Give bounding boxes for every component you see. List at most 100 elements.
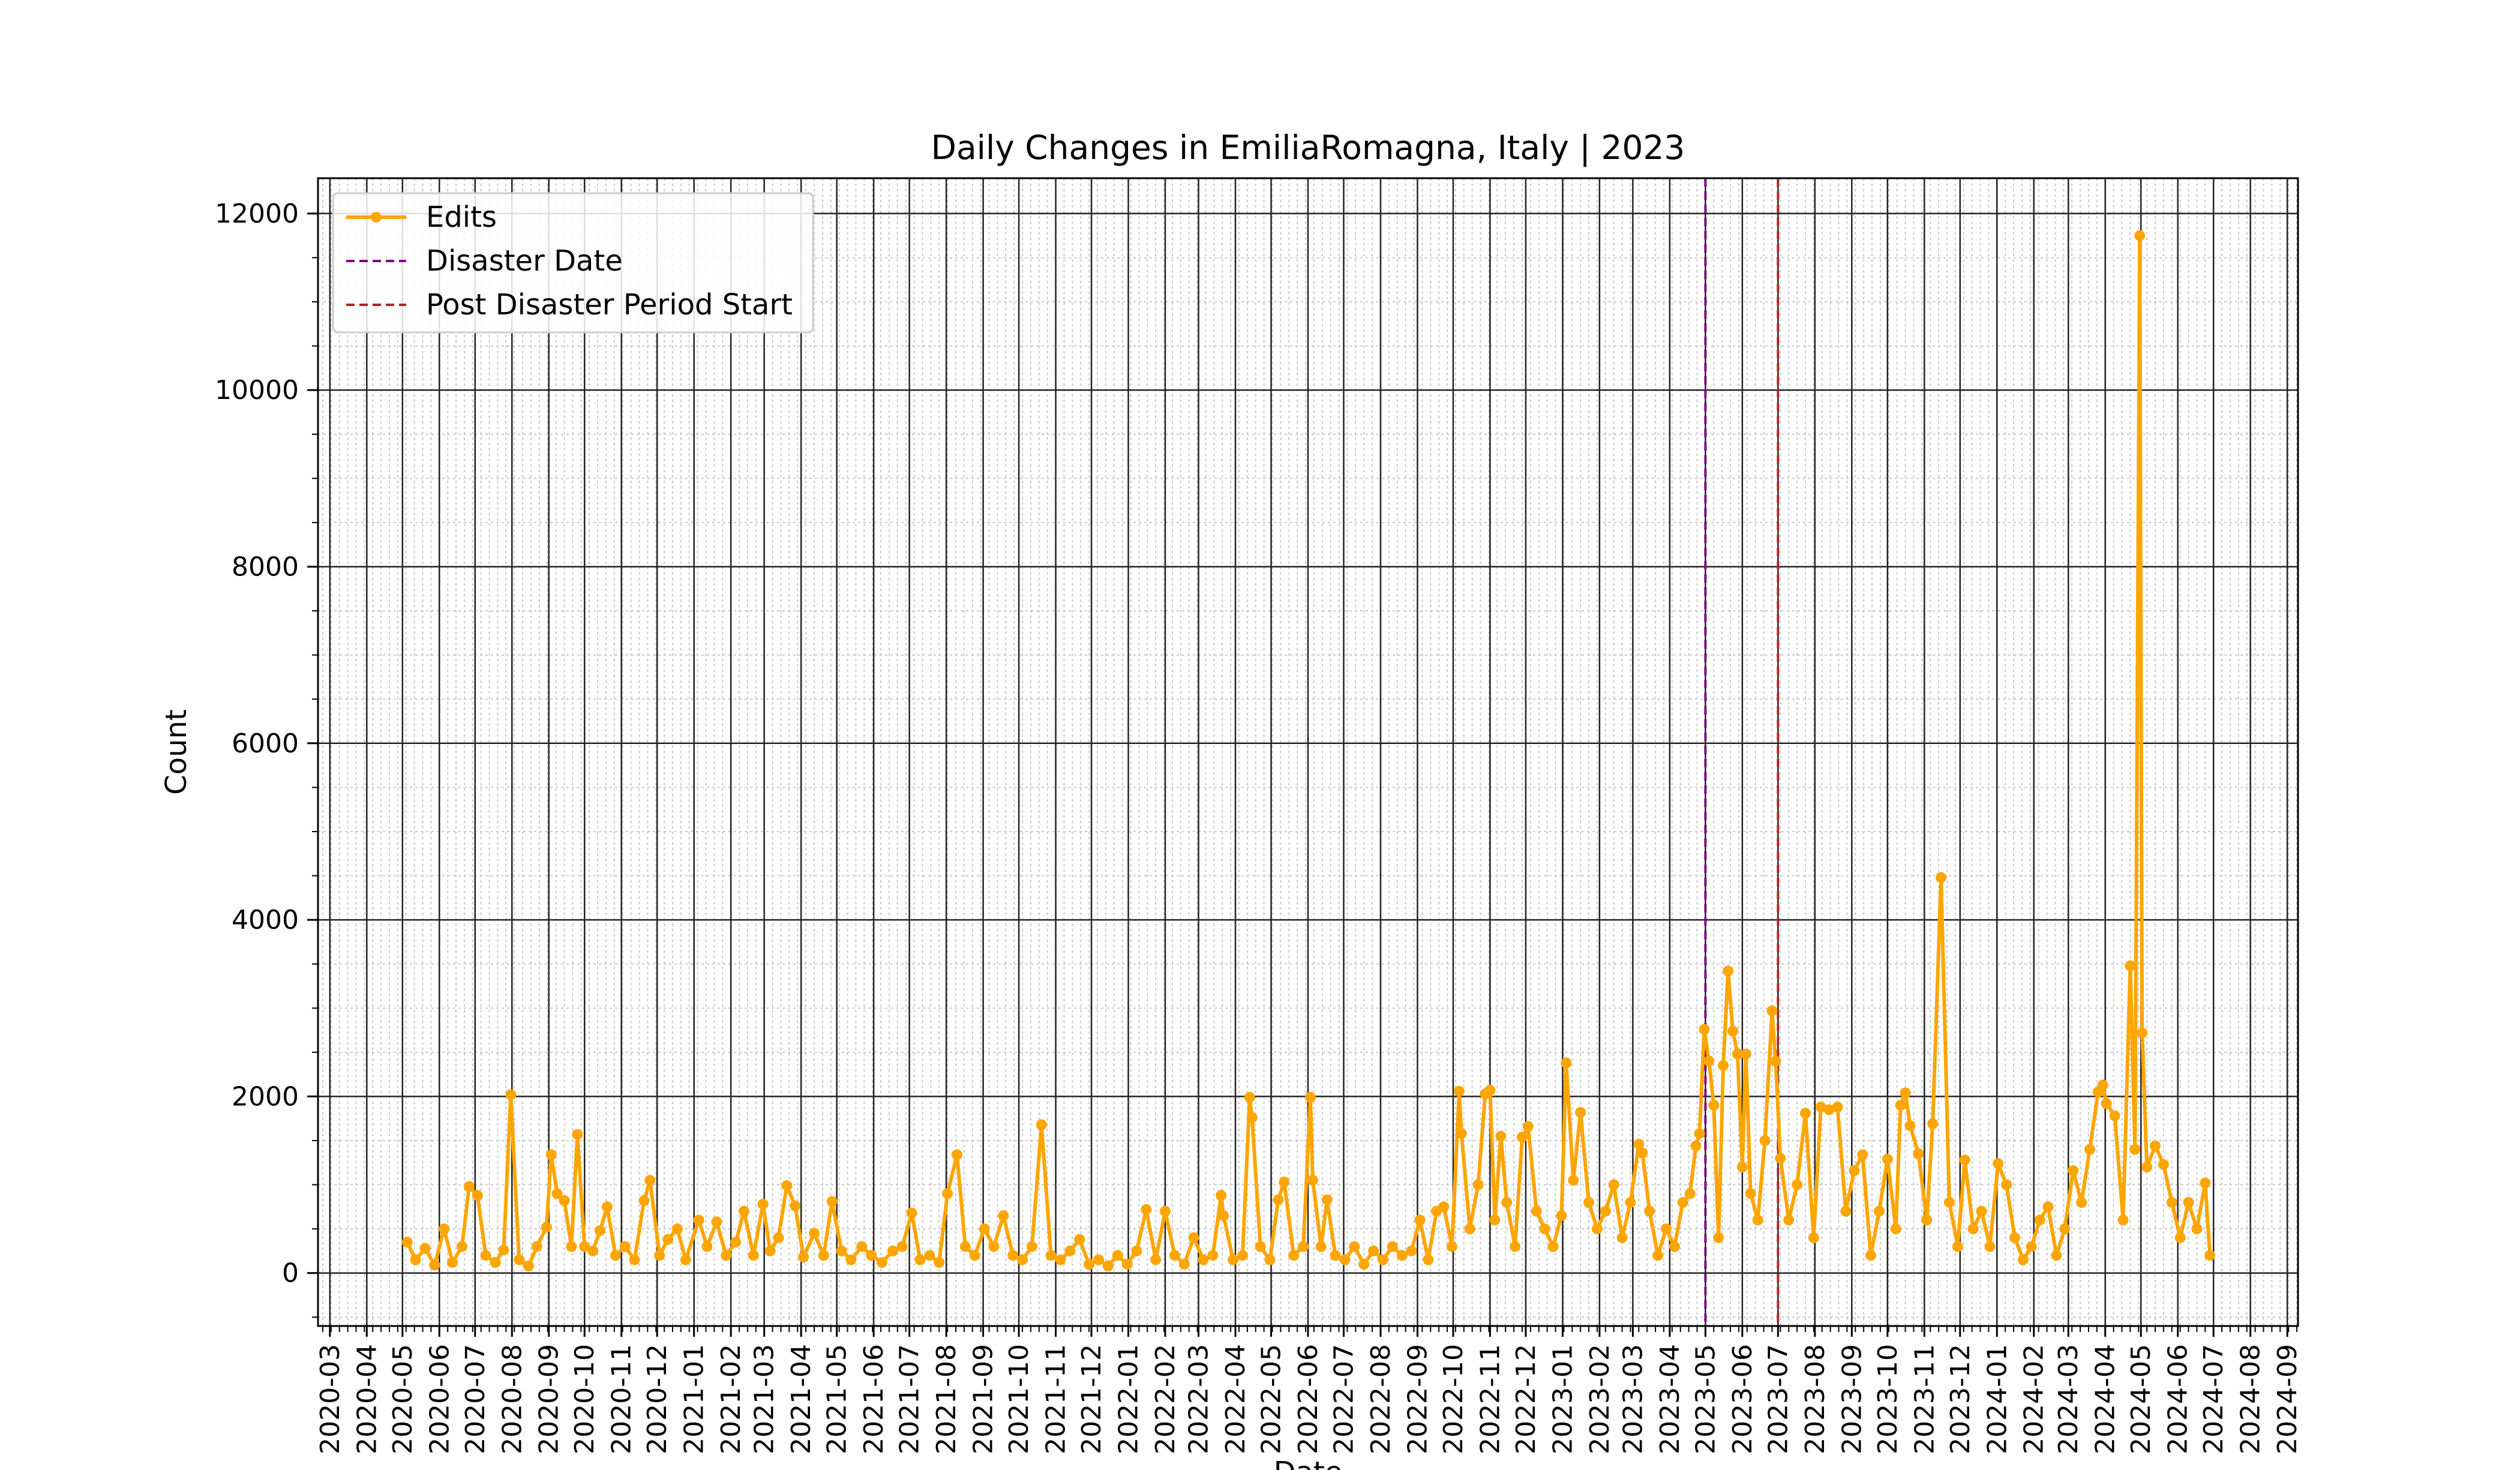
edits-point xyxy=(1660,1223,1672,1235)
y-axis: 0 2000 4000 6000 8000 10000 12000 xyxy=(215,199,318,1318)
edits-point xyxy=(1489,1214,1501,1226)
x-tick-label: 2024-05 xyxy=(2126,1344,2156,1454)
edits-point xyxy=(429,1259,440,1271)
edits-point xyxy=(1927,1118,1939,1129)
edits-point xyxy=(1464,1223,1475,1235)
edits-point xyxy=(2134,230,2146,241)
edits-point xyxy=(531,1241,542,1252)
x-tick-label: 2023-02 xyxy=(1585,1344,1615,1454)
x-tick-label: 2024-01 xyxy=(1982,1344,2012,1454)
edits-point xyxy=(914,1254,926,1265)
edits-point xyxy=(1713,1232,1724,1243)
x-tick-label: 2023-12 xyxy=(1945,1344,1976,1454)
edits-point xyxy=(1237,1250,1248,1261)
edits-point xyxy=(1677,1197,1688,1208)
edits-point xyxy=(1045,1250,1057,1261)
edits-point xyxy=(877,1257,887,1268)
edits-point xyxy=(1207,1250,1219,1261)
edits-point xyxy=(1264,1254,1276,1265)
edits-point xyxy=(1832,1102,1843,1113)
x-tick-label: 2021-09 xyxy=(968,1344,999,1454)
edits-point xyxy=(2125,960,2136,971)
edits-point xyxy=(601,1201,613,1213)
edits-point xyxy=(1921,1214,1933,1226)
edits-point xyxy=(572,1129,583,1140)
x-tick-label: 2024-07 xyxy=(2198,1344,2229,1454)
edits-point xyxy=(1198,1254,1209,1265)
edits-point xyxy=(1736,1162,1748,1173)
edits-point xyxy=(514,1254,525,1265)
edits-point xyxy=(1307,1175,1318,1186)
x-tick-label: 2023-01 xyxy=(1547,1344,1578,1454)
edits-point xyxy=(610,1250,621,1261)
edits-point xyxy=(1723,965,1734,977)
x-tick-label: 2023-03 xyxy=(1618,1344,1648,1454)
edits-point xyxy=(2084,1144,2095,1155)
edits-point xyxy=(1150,1254,1162,1265)
edits-point xyxy=(1600,1205,1611,1217)
edits-point xyxy=(1255,1241,1266,1252)
y-tick-label: 0 xyxy=(282,1258,299,1289)
edits-point xyxy=(401,1237,413,1248)
edits-point xyxy=(457,1241,467,1252)
edits-point xyxy=(1752,1214,1763,1226)
edits-point xyxy=(818,1250,829,1261)
edits-point xyxy=(559,1195,570,1206)
edits-point xyxy=(1188,1232,1199,1243)
x-tick-label: 2024-04 xyxy=(2090,1344,2121,1454)
legend-label: Edits xyxy=(426,200,497,234)
edits-point xyxy=(1882,1153,1893,1165)
x-tick-label: 2024-03 xyxy=(2053,1344,2084,1454)
x-tick-label: 2022-10 xyxy=(1438,1344,1469,1454)
edits-point xyxy=(1112,1250,1123,1261)
edits-point xyxy=(1815,1102,1826,1113)
edits-point xyxy=(988,1241,1000,1252)
x-tick-label: 2020-05 xyxy=(388,1344,418,1454)
edits-point xyxy=(1808,1232,1819,1243)
x-tick-label: 2022-08 xyxy=(1366,1344,1396,1454)
edits-point xyxy=(924,1250,935,1261)
edits-point xyxy=(809,1228,820,1239)
edits-point xyxy=(1074,1234,1085,1245)
edits-point xyxy=(1244,1091,1255,1103)
edits-point xyxy=(1633,1138,1645,1150)
edits-point xyxy=(845,1254,857,1265)
x-tick-label: 2021-10 xyxy=(1004,1344,1034,1454)
edits-point xyxy=(1775,1153,1786,1164)
edits-point xyxy=(1583,1197,1594,1208)
edits-point xyxy=(1699,1024,1710,1035)
edits-point xyxy=(551,1188,563,1199)
x-tick-label: 2020-10 xyxy=(569,1344,600,1454)
x-tick-label: 2024-02 xyxy=(2019,1344,2050,1454)
x-tick-label: 2022-03 xyxy=(1184,1344,1214,1454)
edits-point xyxy=(693,1214,704,1226)
y-tick-label: 10000 xyxy=(215,375,299,406)
edits-point xyxy=(1447,1241,1457,1252)
edits-point xyxy=(2068,1165,2079,1176)
x-tick-label: 2022-09 xyxy=(1402,1344,1433,1454)
edits-point xyxy=(934,1257,945,1268)
edits-point xyxy=(701,1241,713,1252)
edits-point xyxy=(1575,1106,1586,1118)
edits-point xyxy=(2051,1250,2062,1261)
edits-point xyxy=(662,1234,674,1245)
edits-point xyxy=(969,1250,980,1261)
edits-point xyxy=(2117,1214,2129,1226)
edits-point xyxy=(1084,1259,1095,1270)
edits-point xyxy=(1305,1091,1316,1103)
edits-point xyxy=(1849,1165,1860,1176)
legend-entry: Edits xyxy=(346,200,497,234)
edits-point xyxy=(2017,1254,2029,1265)
edits-point xyxy=(490,1257,501,1268)
x-tick-label: 2021-11 xyxy=(1041,1344,1072,1454)
edits-point xyxy=(595,1225,605,1237)
edits-point xyxy=(1517,1132,1528,1143)
edits-point xyxy=(2183,1197,2194,1208)
edits-point xyxy=(1510,1241,1521,1252)
edits-point xyxy=(1669,1241,1680,1252)
edits-point xyxy=(1064,1245,1076,1256)
edits-point xyxy=(619,1241,631,1252)
x-tick-label: 2023-04 xyxy=(1655,1344,1685,1454)
edits-point xyxy=(1591,1223,1603,1235)
